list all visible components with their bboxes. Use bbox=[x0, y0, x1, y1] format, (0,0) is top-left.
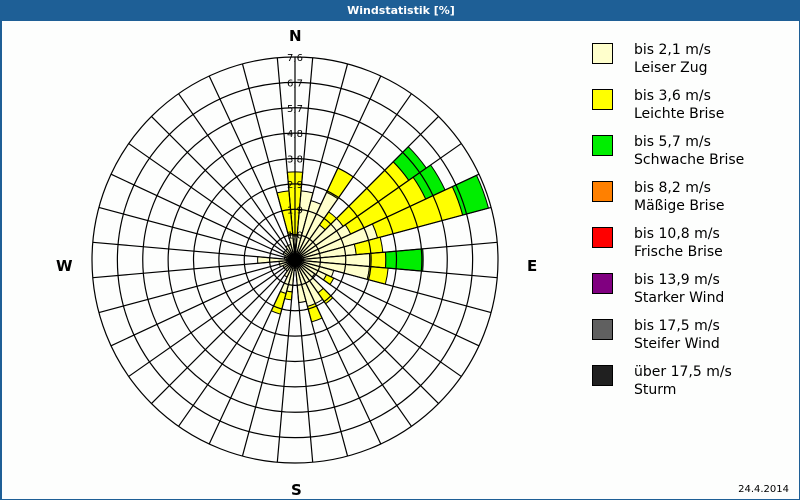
legend-range: bis 17,5 m/s bbox=[634, 318, 720, 334]
legend-swatch bbox=[592, 89, 613, 110]
grid-spoke bbox=[294, 259, 349, 457]
wind-sector bbox=[368, 251, 387, 269]
legend-swatch bbox=[592, 135, 613, 156]
grid-spoke bbox=[294, 143, 462, 261]
legend-range: bis 3,6 m/s bbox=[634, 88, 711, 104]
legend-range: über 17,5 m/s bbox=[634, 364, 732, 380]
grid-spoke bbox=[294, 241, 498, 261]
grid-spoke bbox=[178, 259, 296, 427]
grid-spoke bbox=[151, 116, 296, 261]
grid-spoke bbox=[294, 259, 439, 404]
grid-spoke bbox=[128, 259, 296, 377]
wind-rose-chart: 1,0 1,9 2,9 3,8 4,8 5,7 6,7 7,6 bbox=[91, 53, 499, 464]
legend-range: bis 10,8 m/s bbox=[634, 226, 720, 242]
radial-tick-label: 1,9 bbox=[287, 205, 303, 216]
legend-swatch bbox=[592, 181, 613, 202]
grid-spoke bbox=[294, 259, 314, 463]
compass-north-label: N bbox=[289, 27, 302, 45]
chart-area: 1,0 1,9 2,9 3,8 4,8 5,7 6,7 7,6 N E S W bis 2,1… bbox=[2, 21, 799, 499]
grid-spoke bbox=[294, 206, 492, 261]
legend-name: Starker Wind bbox=[634, 290, 725, 306]
grid-spoke bbox=[110, 259, 296, 347]
compass-west-label: W bbox=[56, 257, 73, 275]
grid-spoke bbox=[151, 259, 296, 404]
grid-spoke bbox=[92, 259, 296, 279]
grid-spoke bbox=[294, 75, 382, 261]
grid-spoke bbox=[241, 259, 296, 457]
grid-spoke bbox=[110, 173, 296, 261]
grid-spoke bbox=[276, 57, 296, 261]
legend-swatch bbox=[592, 319, 613, 340]
legend-range: bis 8,2 m/s bbox=[634, 180, 711, 196]
grid-spoke bbox=[208, 259, 296, 445]
compass-east-label: E bbox=[527, 257, 538, 275]
grid-spoke bbox=[294, 93, 412, 261]
radial-tick-label: 7,6 bbox=[287, 53, 303, 64]
radial-tick-label: 1,0 bbox=[287, 231, 303, 242]
radial-tick-label: 6,7 bbox=[287, 78, 303, 89]
grid-spoke bbox=[294, 259, 498, 279]
radial-tick-label: 5,7 bbox=[287, 104, 303, 115]
legend-name: Frische Brise bbox=[634, 244, 723, 260]
grid-spoke bbox=[294, 259, 492, 314]
grid-spoke bbox=[294, 173, 480, 261]
window-title: Windstatistik [%] bbox=[1, 1, 800, 21]
grid-spoke bbox=[208, 75, 296, 261]
radial-tick-label: 4,8 bbox=[287, 129, 303, 140]
legend-name: Steifer Wind bbox=[634, 336, 720, 352]
legend-name: Mäßige Brise bbox=[634, 198, 725, 214]
grid-spoke bbox=[98, 259, 296, 314]
legend-name: Leiser Zug bbox=[634, 60, 708, 76]
legend-swatch bbox=[592, 43, 613, 64]
grid-spoke bbox=[294, 57, 314, 261]
legend-name: Sturm bbox=[634, 382, 677, 398]
radial-tick-label: 2,9 bbox=[287, 180, 303, 191]
radial-tick-label: 3,8 bbox=[287, 155, 303, 166]
legend-name: Schwache Brise bbox=[634, 152, 745, 168]
grid-spoke bbox=[128, 143, 296, 261]
date-label: 24.4.2014 bbox=[738, 484, 789, 495]
grid-spoke bbox=[294, 259, 480, 347]
grid-spoke bbox=[178, 93, 296, 261]
legend-swatch bbox=[592, 273, 613, 294]
grid-spoke bbox=[294, 259, 382, 445]
legend-range: bis 13,9 m/s bbox=[634, 272, 720, 288]
grid-spoke bbox=[241, 63, 296, 261]
grid-spoke bbox=[294, 63, 349, 261]
legend-swatch bbox=[592, 227, 613, 248]
grid-spoke bbox=[294, 259, 462, 377]
grid-spoke bbox=[276, 259, 296, 463]
grid-spoke bbox=[294, 259, 412, 427]
grid-spoke bbox=[294, 116, 439, 261]
legend-swatch bbox=[592, 365, 613, 386]
grid-spoke bbox=[98, 206, 296, 261]
legend-range: bis 2,1 m/s bbox=[634, 42, 711, 58]
legend-name: Leichte Brise bbox=[634, 106, 725, 122]
grid-spoke bbox=[92, 241, 296, 261]
compass-south-label: S bbox=[291, 481, 302, 499]
legend-range: bis 5,7 m/s bbox=[634, 134, 711, 150]
